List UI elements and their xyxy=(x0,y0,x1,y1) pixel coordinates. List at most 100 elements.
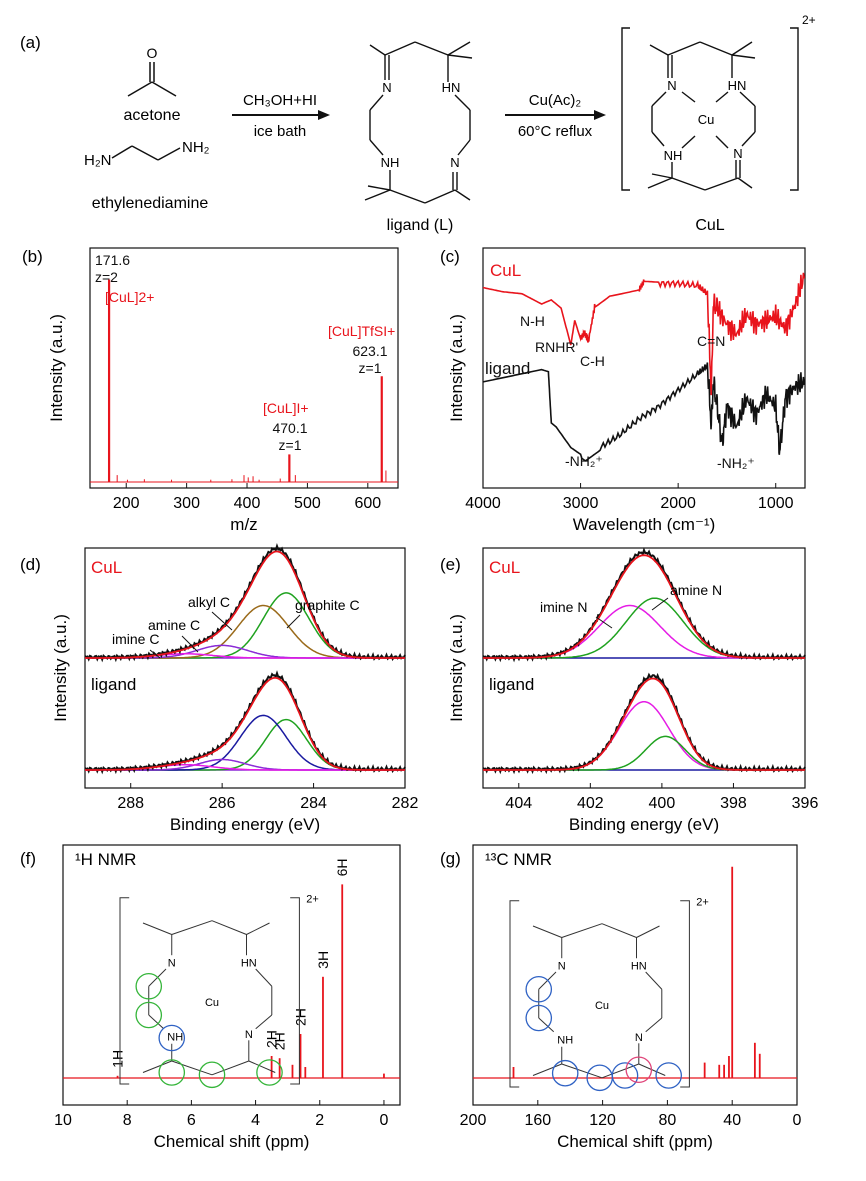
xps-d-label-alkyl: alkyl C xyxy=(188,594,230,610)
ligand-n-top: N xyxy=(382,80,391,95)
step1-reagent: CH₃OH+HI xyxy=(243,92,317,109)
nmr-f-peak-label: 2H xyxy=(264,1030,280,1048)
ethylenediamine-structure xyxy=(111,145,181,161)
acetone-structure xyxy=(127,62,177,97)
panel-g-xtick-label: 200 xyxy=(460,1112,487,1129)
step1-condition: ice bath xyxy=(254,123,307,140)
xps-d-leader xyxy=(286,614,301,629)
panel-c-xtick-label: 4000 xyxy=(465,495,501,512)
panel-f-xtick-label: 2 xyxy=(315,1112,324,1129)
inset-charge-g: 2+ xyxy=(696,896,709,908)
inset-highlight-circle-g xyxy=(525,1004,553,1032)
inset-bond-g xyxy=(532,1063,562,1076)
panel-e-ylabel: Intensity (a.u.) xyxy=(447,614,466,722)
acetone-label: acetone xyxy=(124,107,181,124)
xps-fit-bottom xyxy=(85,677,405,771)
xps-component-top xyxy=(483,604,805,659)
panel-e-xlabel: Binding energy (eV) xyxy=(569,815,719,834)
inset-bond-g xyxy=(561,923,603,938)
panel-f-xtick-label: 8 xyxy=(123,1112,132,1129)
panel-e-xtick-label: 404 xyxy=(505,795,532,812)
ms-annotation-charge: z=1 xyxy=(279,437,302,453)
panel-e-xtick-label: 398 xyxy=(720,795,747,812)
nmr-f-title: ¹H NMR xyxy=(75,850,136,869)
panel-g-xtick-label: 80 xyxy=(659,1112,677,1129)
inset-highlight-circle-g xyxy=(525,975,553,1003)
panel-d-frame xyxy=(84,547,406,789)
panel-b-ylabel: Intensity (a.u.) xyxy=(47,314,66,422)
inset-bond-f xyxy=(171,920,213,935)
xps-e-label-cul: CuL xyxy=(489,558,520,577)
xps-d-label-graphite: graphite C xyxy=(295,597,360,613)
xps-fit-top xyxy=(85,550,405,659)
panel-c-xlabel: Wavelength (cm⁻¹) xyxy=(573,515,715,534)
reaction-arrow-1-head xyxy=(318,110,330,120)
ms-annotation-ion: [CuL]2+ xyxy=(105,289,154,305)
inset-n2-f: N xyxy=(245,1029,253,1041)
panel-b-xtick-label: 500 xyxy=(294,495,321,512)
xps-component-bottom xyxy=(85,718,405,771)
ligand-label: ligand (L) xyxy=(387,217,454,234)
panel-a-label: (a) xyxy=(20,33,41,52)
xps-fit-bottom xyxy=(483,677,805,771)
inset-bracket-g xyxy=(509,900,520,1088)
inset-highlight-circle-f xyxy=(256,1059,283,1086)
panel-b-xtick-label: 400 xyxy=(234,495,261,512)
inset-bond-g xyxy=(636,925,660,938)
panel-e-xtick-label: 396 xyxy=(792,795,819,812)
panel-c: (c) 4000 3000 2000 1000 Wavelength (cm⁻¹) Inte… xyxy=(440,247,806,534)
nmr-f-peak-label: 3H xyxy=(315,951,331,969)
inset-n2-g: N xyxy=(635,1032,643,1044)
cul-cu-atom: Cu xyxy=(698,112,715,127)
ftir-annotation-nh: N-H xyxy=(520,313,545,329)
panel-c-frame xyxy=(482,247,806,489)
panel-c-xtick-label: 3000 xyxy=(563,495,599,512)
ms-annotation-ion: [CuL]I+ xyxy=(263,400,309,416)
panel-d: (d) 288 286 284 282 Binding energy (eV) Intens… xyxy=(20,543,418,834)
panel-a: (a) O acetone H₂N NH₂ ethylenediamine CH… xyxy=(20,13,816,234)
inset-bracket-f xyxy=(119,897,130,1085)
ftir-annotation-ch: C-H xyxy=(580,353,605,369)
inset-highlight-circle-g xyxy=(551,1059,579,1087)
panel-g: (g) 200 160 120 80 40 0 Chemical shift (ppm) ¹³C… xyxy=(440,844,802,1151)
inset-bond-f xyxy=(171,1060,213,1076)
panel-d-xtick-label: 284 xyxy=(300,795,327,812)
xps-component-bottom xyxy=(483,701,805,771)
panel-f-xtick-label: 4 xyxy=(251,1112,260,1129)
inset-highlight-circle-g xyxy=(625,1056,653,1084)
xps-e-leader xyxy=(595,616,613,629)
panel-b-label: (b) xyxy=(22,247,43,266)
ms-annotation-ion: [CuL]TfSI+ xyxy=(328,323,395,339)
inset-hn-g: HN xyxy=(631,961,647,973)
inset-highlight-circle-g xyxy=(655,1062,682,1089)
panel-e-xtick-label: 400 xyxy=(649,795,676,812)
inset-bond-f xyxy=(142,1060,172,1073)
ftir-legend-cul: CuL xyxy=(490,261,521,280)
ftir-annotation-rnhr: RNHR' xyxy=(535,339,578,355)
inset-bond-g xyxy=(561,1063,603,1079)
inset-bond-g xyxy=(538,1017,555,1033)
inset-highlight-circle-g xyxy=(611,1062,639,1089)
ligand-structure xyxy=(364,41,473,204)
xps-component-bottom xyxy=(483,735,805,771)
inset-bracket-g xyxy=(680,900,690,1088)
inset-bond-f xyxy=(142,922,172,935)
panel-f-frame xyxy=(62,844,401,1106)
panel-g-label: (g) xyxy=(440,849,461,868)
inset-bond-f xyxy=(255,968,273,987)
panel-b-xtick-label: 600 xyxy=(354,495,381,512)
panel-d-xtick-label: 286 xyxy=(209,795,236,812)
h2n-left-label: H₂N xyxy=(84,152,112,169)
inset-bond-g xyxy=(645,1017,663,1033)
cul-hn-top: HN xyxy=(728,78,747,93)
ftir-annotation-nh2: -NH₂⁺ xyxy=(717,455,755,471)
inset-bond-f xyxy=(148,1014,165,1030)
nh2-right-label: NH₂ xyxy=(182,139,210,156)
cul-nh-bottom: NH xyxy=(664,148,683,163)
cul-n-bottom: N xyxy=(733,146,742,161)
inset-highlight-circle-f xyxy=(158,1059,186,1086)
inset-bracket-f xyxy=(290,897,300,1085)
ms-annotation-mz: 470.1 xyxy=(272,420,307,436)
nmr-f-peak-label: 1H xyxy=(110,1050,126,1068)
